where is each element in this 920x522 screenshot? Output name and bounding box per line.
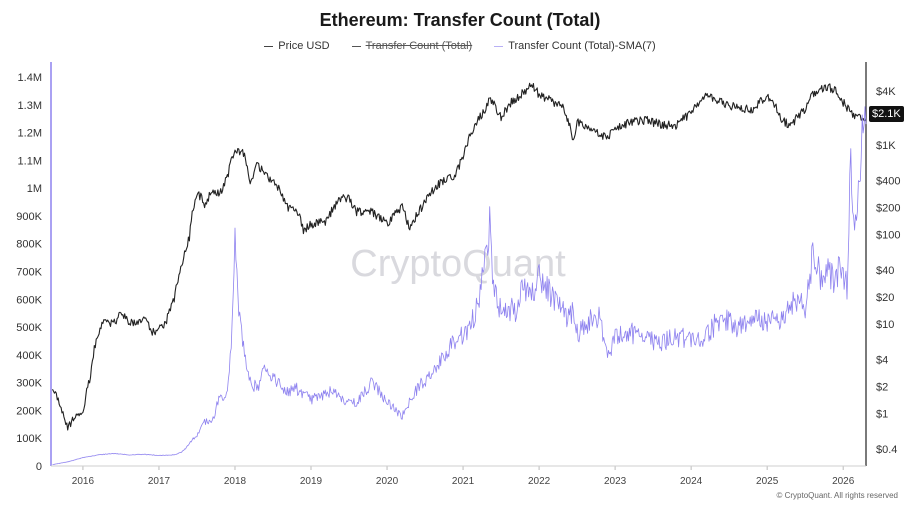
chart-title: Ethereum: Transfer Count (Total) [319, 10, 601, 30]
right-tick-label: $40 [876, 265, 894, 277]
x-tick-label: 2026 [832, 476, 855, 487]
x-tick-label: 2024 [680, 476, 703, 487]
right-axis: $4K $1K $400 $200 $100 $40 $20 $10 $4 $2 $1 $0.4 [876, 86, 900, 456]
left-tick-label: 700K [16, 267, 42, 279]
right-tick-label: $10 [876, 319, 894, 331]
right-tick-label: $20 [876, 292, 894, 304]
x-tick-label: 2020 [376, 476, 399, 487]
right-tick-label: $200 [876, 202, 900, 214]
right-tick-label: $0.4 [876, 444, 897, 456]
copyright-text: © CryptoQuant. All rights reserved [776, 491, 899, 500]
series-layer [52, 82, 867, 465]
left-tick-label: 300K [16, 378, 42, 390]
x-tick-label: 2018 [224, 476, 247, 487]
x-tick-label: 2019 [300, 476, 323, 487]
legend-item-sma[interactable]: Transfer Count (Total)-SMA(7) [494, 40, 656, 52]
legend-item-transfer-count[interactable]: Transfer Count (Total) [351, 40, 473, 52]
legend-swatch-price [264, 45, 274, 47]
right-tick-label: $1 [876, 408, 888, 420]
chart-legend: Price USD Transfer Count (Total) Transfe… [0, 40, 920, 52]
price-line [52, 82, 867, 431]
right-tick-label: $100 [876, 229, 900, 241]
left-tick-label: 400K [16, 350, 42, 362]
left-tick-label: 1M [27, 183, 42, 195]
watermark: CryptoQuant [350, 243, 566, 285]
x-tick-label: 2016 [72, 476, 95, 487]
x-tick-label: 2021 [452, 476, 475, 487]
left-tick-label: 0 [36, 461, 42, 473]
left-axis: 1.4M 1.3M 1.2M 1.1M 1M 900K 800K 700K 600K 500K 40… [16, 72, 42, 473]
legend-label-transfer-count: Transfer Count (Total) [365, 40, 473, 52]
last-price-badge: $2.1K [869, 106, 904, 122]
x-tick-label: 2025 [756, 476, 779, 487]
left-tick-label: 600K [16, 294, 42, 306]
sma-line [52, 106, 867, 465]
right-tick-label: $1K [876, 140, 896, 152]
right-tick-label: $2 [876, 381, 888, 393]
x-tick-label: 2022 [528, 476, 551, 487]
x-tick-label: 2023 [604, 476, 627, 487]
left-tick-label: 1.4M [18, 72, 42, 84]
left-tick-label: 100K [16, 433, 42, 445]
left-tick-label: 900K [16, 211, 42, 223]
left-tick-label: 800K [16, 239, 42, 251]
right-tick-label: $4 [876, 355, 888, 367]
left-tick-label: 500K [16, 322, 42, 334]
legend-item-price[interactable]: Price USD [264, 40, 330, 52]
left-tick-label: 200K [16, 405, 42, 417]
x-axis: 2016 2017 2018 2019 2020 2021 2022 2023 2024 2025… [72, 466, 855, 487]
left-tick-label: 1.1M [18, 155, 42, 167]
right-tick-label: $4K [876, 86, 896, 98]
legend-label-sma: Transfer Count (Total)-SMA(7) [508, 40, 656, 52]
x-tick-label: 2017 [148, 476, 171, 487]
left-tick-label: 1.3M [18, 100, 42, 112]
left-tick-label: 1.2M [18, 128, 42, 140]
legend-swatch-transfer-count [351, 45, 361, 47]
legend-swatch-sma [494, 45, 504, 47]
right-tick-label: $400 [876, 176, 900, 188]
legend-label-price: Price USD [278, 40, 330, 52]
